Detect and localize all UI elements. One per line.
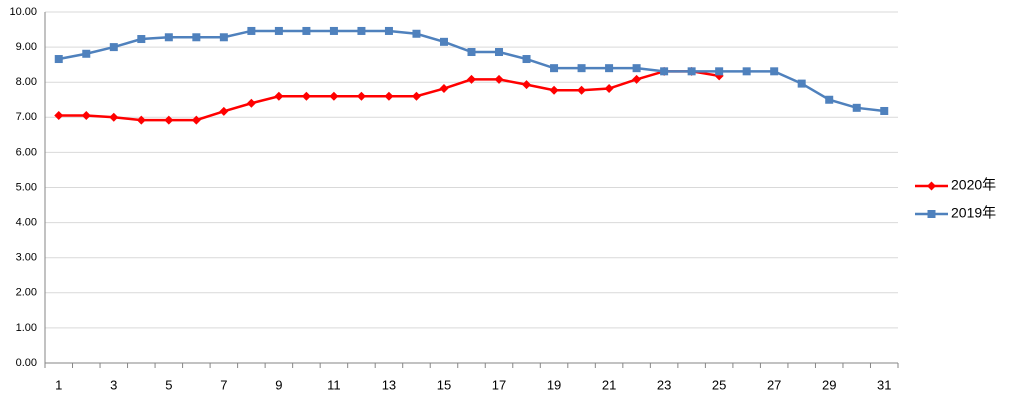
data-point — [632, 74, 642, 84]
data-point — [109, 112, 119, 122]
data-point — [797, 79, 806, 88]
data-point — [411, 91, 421, 101]
x-tick-label: 27 — [767, 377, 781, 392]
y-tick-label: 6.00 — [16, 146, 37, 158]
data-point — [164, 115, 174, 125]
data-point — [384, 91, 394, 101]
y-tick-label: 2.00 — [16, 287, 37, 299]
data-point — [137, 35, 146, 44]
x-tick-label: 13 — [382, 377, 396, 392]
data-point — [274, 91, 284, 101]
y-tick-label: 9.00 — [16, 41, 37, 53]
data-point — [687, 67, 696, 76]
x-tick-label: 17 — [492, 377, 506, 392]
data-point — [770, 67, 779, 76]
data-point — [219, 106, 229, 116]
data-point — [577, 85, 587, 95]
x-tick-label: 23 — [657, 377, 671, 392]
data-point — [384, 26, 393, 35]
data-point — [329, 26, 338, 35]
data-point — [467, 74, 476, 84]
data-point — [852, 103, 861, 112]
y-tick-label: 5.00 — [16, 181, 37, 193]
data-point — [81, 111, 91, 121]
data-point — [274, 26, 283, 35]
data-point — [660, 67, 669, 76]
x-tick-label: 1 — [55, 377, 62, 392]
data-point — [219, 33, 228, 42]
data-point — [605, 64, 614, 73]
data-point — [549, 85, 559, 95]
data-point — [495, 48, 504, 57]
y-tick-label: 3.00 — [16, 252, 37, 264]
data-point — [246, 98, 256, 108]
x-tick-label: 5 — [165, 377, 172, 392]
data-point — [164, 33, 173, 42]
data-point — [577, 64, 586, 73]
data-point — [54, 111, 64, 121]
y-tick-label: 7.00 — [16, 111, 37, 123]
x-tick-label: 9 — [275, 377, 282, 392]
data-point — [191, 115, 201, 125]
x-tick-label: 3 — [110, 377, 117, 392]
series-line — [58, 29, 885, 113]
data-point — [439, 84, 449, 94]
x-tick-label: 25 — [712, 377, 726, 392]
data-point — [109, 43, 118, 52]
data-point — [715, 67, 724, 76]
y-tick-label: 8.00 — [16, 76, 37, 88]
data-point — [247, 26, 256, 35]
data-point — [329, 91, 339, 101]
x-tick-label: 29 — [822, 377, 836, 392]
data-point — [302, 26, 311, 35]
data-point — [522, 55, 531, 64]
data-point — [357, 26, 366, 35]
x-tick-label: 15 — [437, 377, 451, 392]
data-point — [136, 115, 146, 125]
data-point — [439, 37, 448, 46]
data-point — [825, 95, 834, 104]
data-point — [192, 33, 201, 42]
y-tick-label: 0.00 — [16, 357, 37, 369]
data-point — [604, 84, 614, 94]
data-point — [522, 80, 532, 90]
y-tick-label: 1.00 — [16, 322, 37, 334]
data-point — [494, 74, 504, 84]
data-point — [550, 64, 559, 73]
x-tick-label: 31 — [877, 377, 891, 392]
data-point — [356, 91, 366, 101]
legend-marker — [927, 181, 936, 191]
legend-label: 2019年 — [951, 205, 996, 221]
data-point — [880, 106, 889, 115]
x-tick-label: 21 — [602, 377, 616, 392]
data-point — [412, 29, 421, 38]
legend-label: 2020年 — [951, 177, 996, 193]
x-tick-label: 7 — [220, 377, 227, 392]
y-tick-label: 10.00 — [9, 6, 37, 18]
data-point — [54, 55, 63, 64]
data-point — [632, 64, 641, 73]
y-tick-label: 4.00 — [16, 217, 37, 229]
data-point — [742, 67, 751, 76]
legend-marker — [927, 210, 936, 218]
data-point — [82, 49, 91, 58]
x-tick-label: 19 — [547, 377, 561, 392]
x-tick-label: 11 — [327, 377, 341, 392]
data-point — [301, 91, 311, 101]
data-point — [467, 48, 476, 57]
